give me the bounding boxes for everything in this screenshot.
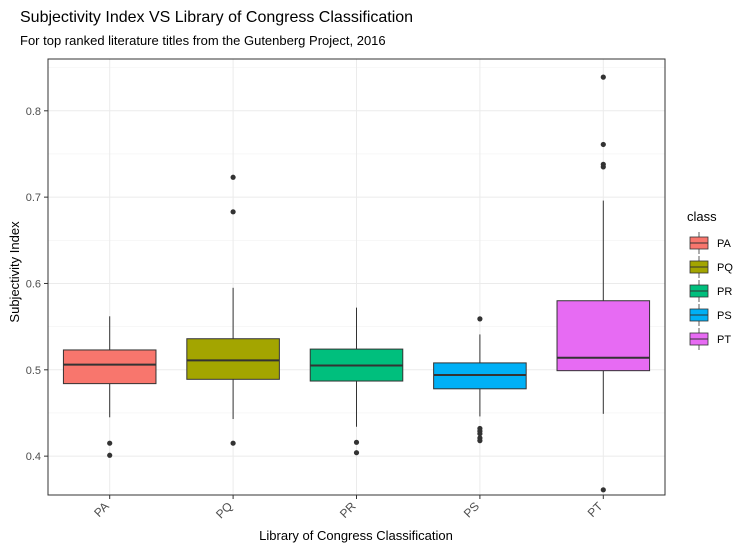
chart-title: Subjectivity Index VS Library of Congres… [20,9,413,26]
y-tick-label: 0.6 [26,278,41,290]
legend-label-pr: PR [717,286,732,298]
chart-subtitle: For top ranked literature titles from th… [20,33,386,48]
box-pr [309,307,404,456]
x-axis-label: Library of Congress Classification [259,528,453,543]
legend-label-pq: PQ [717,262,733,274]
y-tick-label: 0.8 [26,106,41,118]
outlier-point [477,438,483,444]
y-axis-label: Subjectivity Index [7,221,22,323]
outlier-point [353,450,360,456]
outlier-point [600,141,606,148]
outlier-point [600,487,606,493]
box-pt [556,74,651,493]
grid-lines [48,59,665,495]
x-tick-label: PQ [213,499,235,521]
box-iqr [62,349,157,385]
outlier-point [477,316,483,322]
box-iqr [186,338,280,380]
outlier-point [600,164,606,170]
y-tick-label: 0.7 [26,192,41,204]
x-tick-label: PR [337,499,359,521]
x-axis-ticks: PA PQ PR PS PT [91,495,606,521]
legend: class PA PQ PR PS PT [687,209,733,350]
box-ps [433,316,527,444]
legend-label-pt: PT [717,334,731,346]
outlier-point [600,74,606,80]
box-series [62,74,651,493]
outlier-point [230,209,236,215]
outlier-point [230,174,236,180]
outlier-point [477,431,483,437]
box-pa [62,316,157,458]
outlier-point [230,440,236,446]
y-axis-ticks: 0.4 0.5 0.6 0.7 0.8 [26,106,48,463]
box-pq [186,174,280,446]
legend-title: class [687,209,717,224]
outlier-point [107,452,113,458]
box-iqr [556,300,651,372]
legend-label-ps: PS [717,310,732,322]
legend-label-pa: PA [717,238,732,250]
outlier-point [353,439,360,445]
y-tick-label: 0.4 [26,451,41,463]
x-tick-label: PT [585,499,606,520]
x-tick-label: PA [91,499,112,520]
y-tick-label: 0.5 [26,365,41,377]
outlier-point [107,440,113,446]
x-tick-label: PS [461,499,482,520]
